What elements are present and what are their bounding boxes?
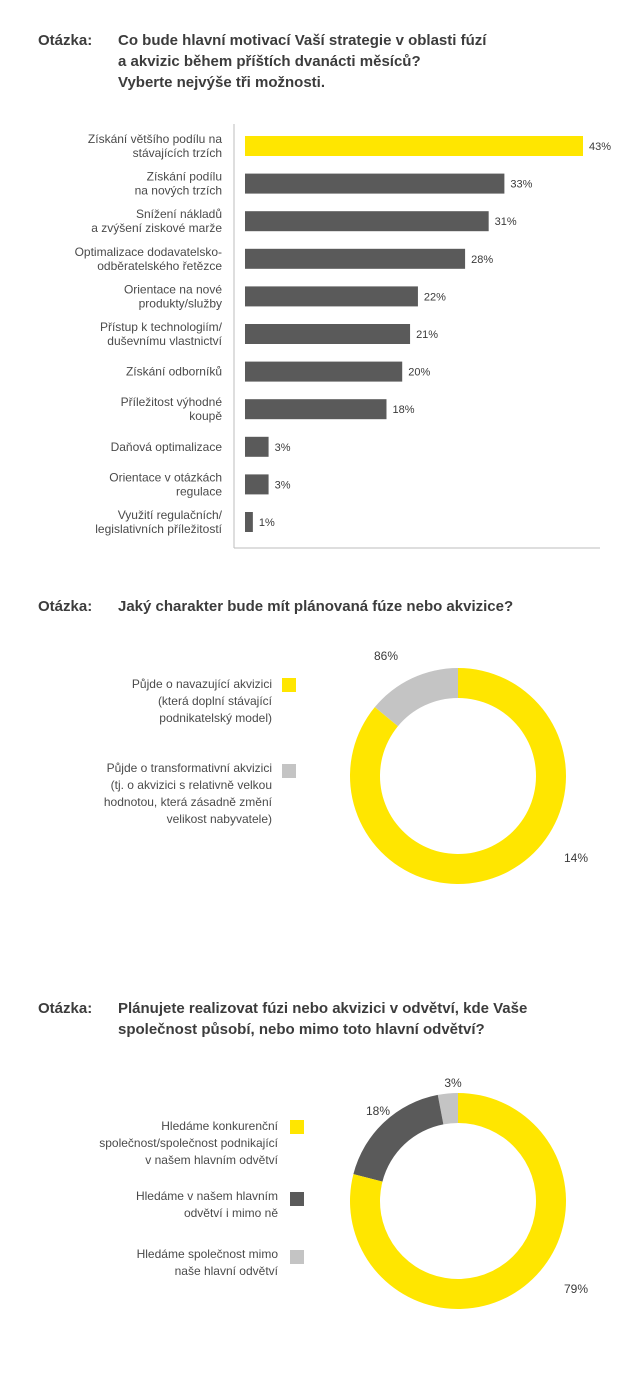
bar: [245, 211, 489, 232]
bar-category-label: Využití regulačních/: [118, 508, 223, 522]
question-1-title: Otázka: Co bude hlavní motivací Vaší stra…: [38, 30, 486, 93]
bar: [245, 136, 583, 156]
bar-category-label: Daňová optimalizace: [111, 440, 223, 454]
bar-value-label: 28%: [471, 254, 493, 266]
legend-swatch: [290, 1120, 304, 1134]
question-2-title: Otázka: Jaký charakter bude mít plánovaná…: [38, 596, 513, 617]
question-3-prefix: Otázka:: [38, 1000, 93, 1017]
bar-category-label: na nových trzích: [135, 184, 222, 198]
question-3-title: Otázka: Plánujete realizovat fúzi nebo ak…: [38, 998, 527, 1040]
question-3-line-1: Plánujete realizovat fúzi nebo akvizici …: [118, 1000, 528, 1017]
legend-swatch: [282, 764, 296, 778]
bar-category-label: Orientace v otázkách: [109, 470, 222, 484]
bar: [245, 474, 269, 495]
bar-category-label: Přístup k technologiím/: [100, 320, 223, 334]
bar: [245, 512, 253, 532]
question-3-line-2: společnost působí, nebo mimo toto hlavní…: [118, 1021, 485, 1038]
question-2-prefix: Otázka:: [38, 598, 93, 615]
donut-value-label: 86%: [374, 649, 398, 663]
bar-value-label: 1%: [259, 517, 275, 529]
bar: [245, 399, 387, 420]
bar-category-label: Optimalizace dodavatelsko-: [75, 245, 222, 259]
bar-category-label: produkty/služby: [139, 296, 222, 310]
legend-swatch: [282, 678, 296, 692]
legend-label: Hledáme společnost mimo naše hlavní odvě…: [136, 1247, 278, 1278]
bar-category-label: duševnímu vlastnictví: [107, 334, 222, 348]
donut-value-label: 18%: [366, 1104, 390, 1118]
question-1-line-1: Co bude hlavní motivací Vaší strategie v…: [118, 32, 487, 49]
bar-value-label: 22%: [424, 291, 446, 303]
bar-value-label: 31%: [495, 216, 517, 228]
bar: [245, 436, 269, 457]
legend-label: Půjde o navazující akvizici (která dopln…: [131, 677, 272, 725]
bar-category-label: Snížení nákladů: [136, 207, 222, 221]
question-1-line-2: a akvizic během příštích dvanácti měsíců…: [118, 53, 421, 70]
question-1-line-3: Vyberte nejvýše tři možnosti.: [118, 74, 326, 91]
motivation-bar-chart: 43% Získání většího podílu nastávajících …: [75, 124, 611, 549]
bar-category-label: Orientace na nové: [124, 282, 222, 296]
donut-value-label: 3%: [444, 1076, 462, 1090]
question-2-line-1: Jaký charakter bude mít plánovaná fúze n…: [118, 598, 514, 615]
legend-label: Půjde o transformativní akvizici (tj. o …: [103, 761, 272, 826]
bar-value-label: 18%: [392, 404, 414, 416]
bar-value-label: 33%: [510, 179, 532, 191]
donut-slice: [374, 668, 458, 727]
bar-value-label: 3%: [275, 442, 291, 454]
donut-value-label: 79%: [564, 1282, 588, 1296]
bar-category-label: koupě: [189, 409, 222, 423]
bar-category-label: Získání odborníků: [126, 365, 222, 379]
donut-slice: [437, 1093, 458, 1125]
acquisition-character-donut: 86% 14%: [350, 649, 588, 884]
legend-swatch: [290, 1250, 304, 1264]
bar: [245, 286, 418, 307]
donut-value-label: 14%: [564, 851, 588, 865]
bar-category-label: legislativních příležitostí: [95, 522, 222, 536]
bar-category-label: Příležitost výhodné: [121, 395, 223, 409]
bar: [245, 173, 505, 194]
question-1-prefix: Otázka:: [38, 32, 93, 49]
bar: [245, 248, 466, 269]
bar-category-label: stávajících trzích: [133, 146, 222, 160]
bar-category-label: Získání většího podílu na: [88, 132, 222, 146]
bar-value-label: 3%: [275, 479, 291, 491]
bar-category-label: odběratelského řetězce: [97, 259, 222, 273]
bar-category-label: Získání podílu: [147, 170, 222, 184]
bar-category-label: a zvýšení ziskové marže: [91, 221, 222, 235]
bar: [245, 324, 411, 344]
bar-value-label: 43%: [589, 141, 611, 153]
bar-value-label: 21%: [416, 329, 438, 341]
legend-label: Hledáme v našem hlavním odvětví i mimo n…: [135, 1189, 278, 1220]
donut-slice: [353, 1094, 444, 1182]
bar: [245, 361, 403, 382]
legend-label: Hledáme konkurenční společnost/společnos…: [99, 1119, 278, 1167]
legend-swatch: [290, 1192, 304, 1206]
industry-scope-donut: 79% 18% 3%: [350, 1076, 588, 1309]
bar-value-label: 20%: [408, 367, 430, 379]
bar-category-label: regulace: [176, 484, 222, 498]
